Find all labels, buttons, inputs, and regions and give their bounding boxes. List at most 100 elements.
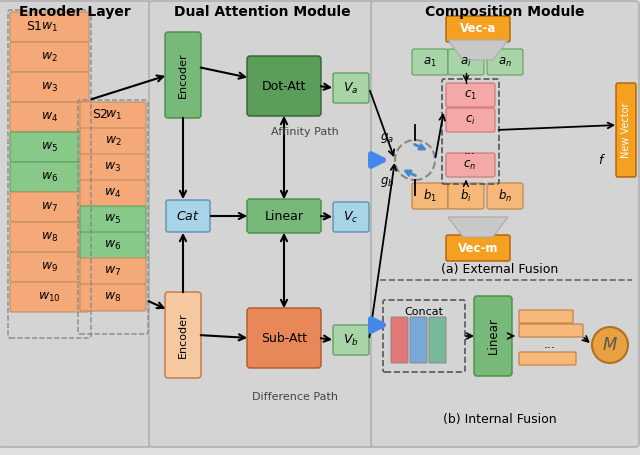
FancyBboxPatch shape [10,252,89,282]
Text: (b) Internal Fusion: (b) Internal Fusion [443,414,557,426]
FancyBboxPatch shape [412,49,448,75]
FancyBboxPatch shape [247,308,321,368]
FancyBboxPatch shape [474,296,512,376]
FancyBboxPatch shape [165,292,201,378]
FancyBboxPatch shape [410,317,427,363]
FancyBboxPatch shape [412,183,448,209]
FancyBboxPatch shape [80,154,146,181]
Text: Linear: Linear [486,318,499,354]
FancyBboxPatch shape [519,310,573,323]
FancyBboxPatch shape [10,282,89,312]
Text: Composition Module: Composition Module [425,5,585,19]
FancyBboxPatch shape [446,16,510,42]
FancyBboxPatch shape [333,73,369,103]
Polygon shape [448,217,508,237]
Text: S2: S2 [92,108,108,121]
FancyBboxPatch shape [166,200,210,232]
FancyBboxPatch shape [10,102,89,132]
Text: Concat: Concat [404,307,444,317]
FancyBboxPatch shape [616,83,636,177]
FancyBboxPatch shape [10,12,89,42]
FancyBboxPatch shape [80,180,146,207]
Text: $a_i$: $a_i$ [460,56,472,69]
Text: $b_1$: $b_1$ [423,188,437,204]
Text: Linear: Linear [264,209,303,222]
FancyBboxPatch shape [429,317,446,363]
FancyBboxPatch shape [10,72,89,102]
Text: $c_1$: $c_1$ [463,88,476,101]
Text: $w_7$: $w_7$ [41,201,58,213]
FancyBboxPatch shape [247,199,321,233]
Text: $w_3$: $w_3$ [41,81,58,94]
FancyBboxPatch shape [446,108,495,132]
Text: $Cat$: $Cat$ [176,209,200,222]
Text: $w_1$: $w_1$ [41,20,58,34]
Text: $M$: $M$ [602,336,618,354]
Text: $w_8$: $w_8$ [104,291,122,304]
FancyBboxPatch shape [519,352,576,365]
FancyBboxPatch shape [0,1,152,447]
Text: $b_i$: $b_i$ [460,188,472,204]
Text: (a) External Fusion: (a) External Fusion [442,263,559,277]
FancyBboxPatch shape [149,1,375,447]
Text: $w_2$: $w_2$ [104,135,122,148]
Text: Dual Attention Module: Dual Attention Module [173,5,350,19]
FancyBboxPatch shape [80,284,146,311]
Text: $g_a$: $g_a$ [380,131,394,145]
Text: $c_i$: $c_i$ [465,113,476,126]
Text: $w_5$: $w_5$ [41,141,58,153]
FancyBboxPatch shape [80,102,146,129]
FancyBboxPatch shape [448,183,484,209]
Text: Dot-Att: Dot-Att [262,80,306,92]
Text: Encoder: Encoder [178,312,188,358]
FancyBboxPatch shape [448,49,484,75]
Text: Affinity Path: Affinity Path [271,127,339,137]
Text: $V_a$: $V_a$ [343,81,358,96]
FancyBboxPatch shape [333,325,369,355]
Text: Encoder: Encoder [178,52,188,98]
FancyBboxPatch shape [10,162,89,192]
Text: $b_n$: $b_n$ [498,188,512,204]
FancyBboxPatch shape [446,153,495,177]
FancyBboxPatch shape [487,49,523,75]
Text: ...: ... [544,339,556,352]
Text: S1: S1 [26,20,42,34]
FancyBboxPatch shape [165,32,201,118]
Text: $w_4$: $w_4$ [104,187,122,200]
Text: Encoder Layer: Encoder Layer [19,5,131,19]
Text: Difference Path: Difference Path [252,392,338,402]
Text: $g_b$: $g_b$ [380,175,394,189]
Text: $w_3$: $w_3$ [104,161,122,174]
Text: $V_b$: $V_b$ [343,333,359,348]
Circle shape [592,327,628,363]
Text: ...: ... [464,143,476,157]
Text: Vec-a: Vec-a [460,22,496,35]
Text: $V_c$: $V_c$ [344,209,358,225]
Text: $w_2$: $w_2$ [41,51,58,64]
Text: $w_{10}$: $w_{10}$ [38,290,61,303]
Text: Vec-m: Vec-m [458,242,499,254]
FancyBboxPatch shape [446,235,510,261]
FancyBboxPatch shape [10,192,89,222]
Text: $w_6$: $w_6$ [41,171,58,183]
Text: $a_n$: $a_n$ [498,56,512,69]
FancyBboxPatch shape [80,258,146,285]
Text: $w_7$: $w_7$ [104,265,122,278]
Text: $w_9$: $w_9$ [41,260,58,273]
FancyBboxPatch shape [80,128,146,155]
FancyBboxPatch shape [519,324,583,337]
FancyBboxPatch shape [10,222,89,252]
FancyBboxPatch shape [10,132,89,162]
Text: $w_1$: $w_1$ [104,109,122,122]
FancyBboxPatch shape [80,232,146,259]
Text: $w_8$: $w_8$ [41,230,58,243]
Text: Sub-Att: Sub-Att [261,332,307,344]
Text: New Vector: New Vector [621,102,631,158]
Text: $w_4$: $w_4$ [41,111,58,124]
FancyBboxPatch shape [391,317,408,363]
Text: $f$: $f$ [598,153,606,167]
FancyBboxPatch shape [247,56,321,116]
FancyBboxPatch shape [487,183,523,209]
FancyBboxPatch shape [371,1,639,447]
FancyBboxPatch shape [446,83,495,107]
